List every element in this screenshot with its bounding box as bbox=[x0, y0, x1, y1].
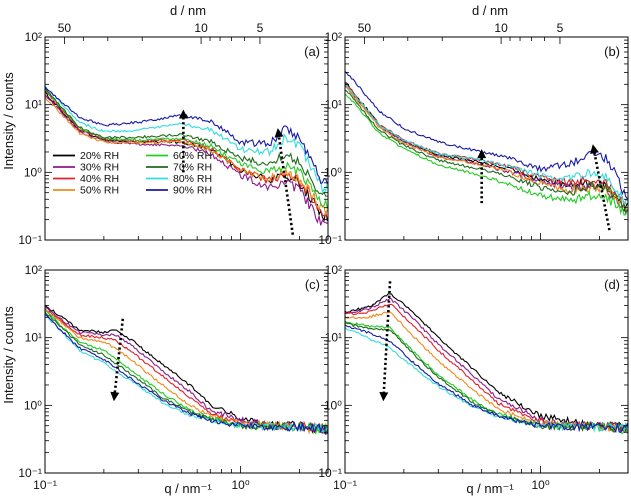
series-line-90-rh bbox=[45, 313, 328, 436]
series-line-40-rh bbox=[345, 303, 628, 433]
top-tick-label: 10 bbox=[194, 21, 208, 35]
legend-label: 20% RH bbox=[80, 150, 119, 162]
legend-label: 50% RH bbox=[80, 185, 119, 197]
series-line-90-rh bbox=[345, 324, 628, 434]
y-tick-label: 10⁰ bbox=[324, 398, 342, 412]
series-line-80-rh bbox=[345, 326, 628, 433]
panel-b: 10⁻¹ 10⁰ 10¹ 10² 50 10 5 (b) bbox=[318, 21, 629, 247]
plot-frame bbox=[44, 269, 329, 474]
top-tick-label: 5 bbox=[557, 21, 564, 35]
series-line-70-rh bbox=[345, 89, 628, 215]
x-tick-label: 10⁻¹ bbox=[33, 478, 57, 492]
legend-item: 90% RH bbox=[146, 185, 212, 197]
panel-label: (c) bbox=[305, 277, 320, 292]
x-axis-title-left: q / nm⁻¹ bbox=[164, 481, 212, 496]
series-group bbox=[45, 85, 328, 226]
tick-marks bbox=[44, 36, 328, 241]
y-tick-label: 10⁰ bbox=[324, 165, 342, 179]
series-line-60-rh bbox=[345, 93, 628, 216]
trend-arrow bbox=[477, 149, 487, 204]
tick-marks bbox=[44, 269, 328, 474]
y-tick-label: 10⁻¹ bbox=[18, 233, 42, 247]
y-axis-title-top: Intensity / counts bbox=[1, 72, 16, 170]
series-line-20-rh bbox=[345, 82, 628, 212]
x-tick-label: 10⁰ bbox=[231, 478, 249, 492]
legend-label: 90% RH bbox=[173, 185, 212, 197]
series-group bbox=[345, 293, 628, 435]
trend-arrow bbox=[379, 281, 392, 402]
panel-a: 10⁻¹ 10⁰ 10¹ 10² 50 10 5 (a) bbox=[18, 21, 329, 247]
legend-item: 50% RH bbox=[53, 185, 119, 197]
series-line-50-rh bbox=[345, 86, 628, 212]
panel-label: (a) bbox=[304, 44, 320, 59]
plot-frame bbox=[344, 36, 629, 241]
top-axis-title-left: d / nm bbox=[170, 3, 206, 18]
series-line-80-rh bbox=[345, 84, 628, 206]
legend-label: 30% RH bbox=[80, 162, 119, 174]
y-tick-label: 10⁻¹ bbox=[318, 466, 342, 480]
panel-label: (b) bbox=[604, 44, 620, 59]
y-tick-label: 10² bbox=[25, 263, 42, 277]
series-group bbox=[45, 305, 328, 436]
y-tick-label: 10⁻¹ bbox=[318, 233, 342, 247]
legend-label: 60% RH bbox=[173, 150, 212, 162]
top-tick-label: 50 bbox=[58, 21, 72, 35]
series-group bbox=[345, 71, 628, 216]
panel-label: (d) bbox=[604, 277, 620, 292]
series-line-90-rh bbox=[345, 71, 628, 199]
y-tick-label: 10⁻¹ bbox=[18, 466, 42, 480]
top-axis-title-right: d / nm bbox=[472, 3, 508, 18]
top-tick-label: 50 bbox=[358, 21, 372, 35]
x-tick-label: 10⁻¹ bbox=[333, 478, 357, 492]
trend-arrow bbox=[274, 128, 295, 235]
legend-label: 80% RH bbox=[173, 173, 212, 185]
series-line-70-rh bbox=[45, 88, 328, 197]
top-tick-label: 5 bbox=[257, 21, 264, 35]
legend-label: 40% RH bbox=[80, 173, 119, 185]
y-tick-label: 10² bbox=[25, 30, 42, 44]
y-axis-title-bottom: Intensity / counts bbox=[1, 306, 16, 404]
panels-group: 10⁻¹ 10⁰ 10¹ 10² 50 10 5 (a) 10⁻¹ 10⁰ 10¹ 10² 50 10 5 (… bbox=[18, 21, 629, 492]
y-tick-label: 10² bbox=[325, 263, 342, 277]
legend-item: 80% RH bbox=[146, 173, 212, 185]
series-line-80-rh bbox=[45, 314, 328, 433]
series-line-60-rh bbox=[45, 310, 328, 435]
plot-frame bbox=[344, 269, 629, 474]
y-tick-label: 10¹ bbox=[25, 331, 42, 345]
series-line-60-rh bbox=[345, 320, 628, 435]
x-tick-label: 10⁰ bbox=[531, 478, 549, 492]
y-tick-label: 10¹ bbox=[325, 331, 342, 345]
series-line-30-rh bbox=[45, 94, 328, 226]
legend-item: 30% RH bbox=[53, 162, 119, 174]
tick-marks bbox=[344, 36, 628, 241]
series-line-60-rh bbox=[45, 88, 328, 209]
top-tick-label: 10 bbox=[494, 21, 508, 35]
legend-item: 70% RH bbox=[146, 162, 212, 174]
top-d-axis bbox=[64, 37, 261, 44]
series-line-50-rh bbox=[45, 96, 328, 217]
x-axis-title-right: q / nm⁻¹ bbox=[466, 481, 514, 496]
trend-arrow bbox=[590, 144, 611, 231]
trend-arrow bbox=[110, 318, 125, 402]
plot-frame bbox=[44, 36, 329, 241]
y-tick-label: 10¹ bbox=[25, 98, 42, 112]
panel-d: 10⁻¹ 10⁰ 10¹ 10² 10⁻¹ 10⁰ (d) bbox=[318, 263, 629, 492]
legend-label: 70% RH bbox=[173, 162, 212, 174]
series-line-80-rh bbox=[45, 85, 328, 194]
y-tick-label: 10¹ bbox=[325, 98, 342, 112]
y-tick-label: 10² bbox=[325, 30, 342, 44]
legend-item: 60% RH bbox=[146, 150, 212, 162]
y-tick-label: 10⁰ bbox=[24, 398, 42, 412]
trend-arrow bbox=[178, 109, 188, 173]
tick-marks bbox=[344, 269, 628, 474]
y-tick-label: 10⁰ bbox=[24, 165, 42, 179]
panel-c: 10⁻¹ 10⁰ 10¹ 10² 10⁻¹ 10⁰ (c) bbox=[18, 263, 329, 492]
top-d-axis bbox=[364, 37, 561, 44]
series-line-30-rh bbox=[345, 85, 628, 214]
legend-item: 20% RH bbox=[53, 150, 119, 162]
legend-item: 40% RH bbox=[53, 173, 119, 185]
